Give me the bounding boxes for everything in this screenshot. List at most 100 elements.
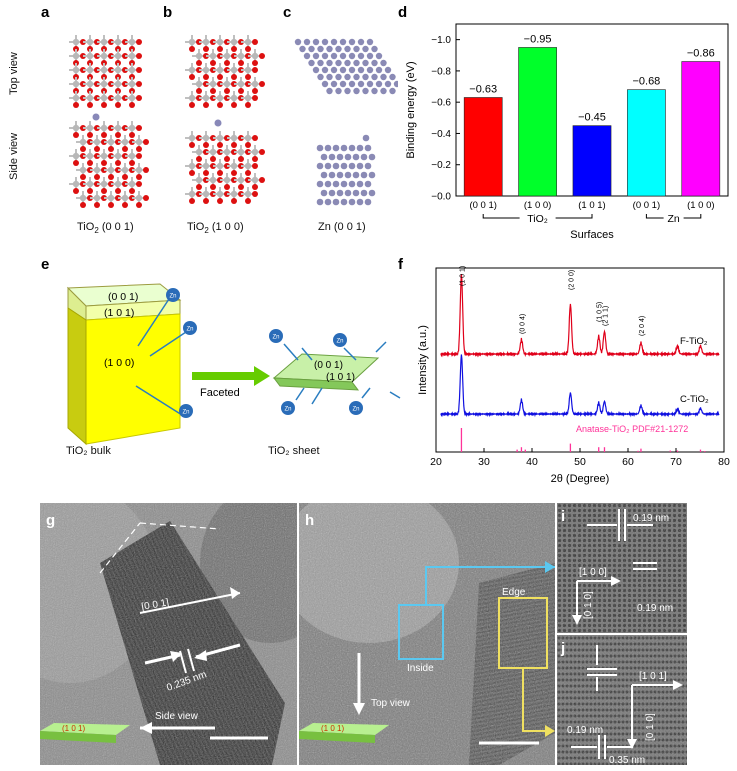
zn-atom: [336, 171, 344, 179]
o-atom: [129, 102, 135, 108]
o-atom: [136, 67, 142, 73]
zn-atom: [328, 189, 336, 197]
ti-atom: [251, 80, 259, 88]
zn-atom: [335, 45, 342, 53]
zn-atom: [321, 52, 329, 60]
tem-image-i: i 0.19 nm [1 0 0] [0 1 0] 0.19 nm: [557, 503, 687, 633]
ti-atom: [128, 124, 136, 132]
o-atom: [238, 156, 244, 162]
group-label: Zn: [667, 213, 679, 225]
zn-atom: [316, 198, 324, 206]
o-atom: [196, 88, 202, 94]
o-atom: [80, 174, 86, 180]
bar: [463, 97, 503, 197]
y-tick-label: −1.0: [431, 35, 451, 46]
ti-atom: [121, 166, 129, 174]
ti-atom: [188, 134, 196, 142]
zn-atom: [339, 52, 347, 60]
y-tick-label: −0.0: [431, 192, 451, 203]
x-category-label: (0 0 1): [469, 200, 496, 211]
caption-a: TiO2 (0 0 1): [77, 221, 134, 236]
zn-atom: [336, 189, 344, 197]
ti-atom: [216, 94, 224, 102]
o-atom: [136, 153, 142, 159]
approach-arrow: [149, 331, 187, 357]
zn-atom: [348, 66, 356, 74]
o-atom: [196, 156, 202, 162]
ti-atom: [100, 52, 108, 60]
zn-atom: [336, 153, 344, 161]
panel-letter-a: a: [41, 4, 50, 21]
ti-atom: [93, 166, 101, 174]
o-atom: [73, 160, 79, 166]
zn-atom: [303, 38, 311, 46]
o-atom: [245, 102, 251, 108]
ti-atom: [79, 138, 87, 146]
ti-atom: [72, 180, 80, 188]
zn-atom: [328, 171, 336, 179]
o-atom: [115, 132, 121, 138]
zn-atom: [344, 189, 352, 197]
bulk-face-001: (0 0 1): [108, 291, 138, 303]
ti-atom: [72, 66, 80, 74]
x-tick-label: 60: [622, 456, 634, 468]
ti-atom: [93, 138, 101, 146]
o-atom: [252, 163, 258, 169]
peak-label: (2 0 0): [568, 270, 575, 290]
caption-c: Zn (0 0 1): [318, 221, 366, 233]
o-atom: [203, 198, 209, 204]
ti-atom: [202, 134, 210, 142]
ti-atom: [188, 94, 196, 102]
o-atom: [129, 132, 135, 138]
g-view-label: Side view: [155, 711, 199, 722]
o-atom: [189, 142, 195, 148]
zn-atom: [356, 180, 364, 188]
zn-atom: [339, 80, 347, 88]
ti-atom: [230, 66, 238, 74]
series-label: F-TiO₂: [680, 336, 708, 347]
i-spacing-top: 0.19 nm: [633, 513, 669, 524]
ti-atom: [244, 66, 252, 74]
zn-atom: [324, 180, 332, 188]
zn-atom: [344, 45, 351, 53]
j-direction-v: [0 1 0]: [645, 713, 656, 741]
zn-atom: [371, 87, 378, 95]
o-atom: [217, 46, 223, 52]
ti-atom: [135, 194, 143, 202]
zn-atom: [380, 59, 387, 67]
zn-atom: [362, 134, 370, 142]
ti-atom: [128, 80, 136, 88]
zn-atom: [324, 144, 332, 152]
zn-atom: [321, 38, 329, 46]
g-facet-label: [0 0 1]: [141, 597, 171, 613]
zn-atom: [335, 59, 342, 67]
j-spacing-1: 0.19 nm: [567, 725, 603, 736]
zn-atom: [179, 404, 193, 418]
zn-atom: [344, 153, 352, 161]
ti-atom: [202, 190, 210, 198]
o-atom: [224, 60, 230, 66]
ti-atom: [223, 176, 231, 184]
ti-atom: [230, 38, 238, 46]
o-atom: [143, 167, 149, 173]
zn-atom: [340, 180, 348, 188]
o-atom: [252, 67, 258, 73]
ti-atom: [237, 80, 245, 88]
bar: [681, 61, 721, 197]
peak-label: (0 0 4): [519, 314, 526, 334]
o-atom: [252, 156, 258, 162]
zn-atom: [330, 52, 338, 60]
o-atom: [73, 132, 79, 138]
caption-b: TiO2 (1 0 0): [187, 221, 244, 236]
zn-atom: [344, 171, 352, 179]
o-atom: [136, 146, 142, 152]
o-atom: [224, 156, 230, 162]
ti-atom: [121, 138, 129, 146]
ti-atom: [114, 94, 122, 102]
o-atom: [252, 39, 258, 45]
h-view-label: Top view: [371, 698, 411, 709]
o-atom: [203, 102, 209, 108]
o-atom: [238, 60, 244, 66]
zn-atom: [320, 153, 328, 161]
zn-atom: [326, 59, 333, 67]
